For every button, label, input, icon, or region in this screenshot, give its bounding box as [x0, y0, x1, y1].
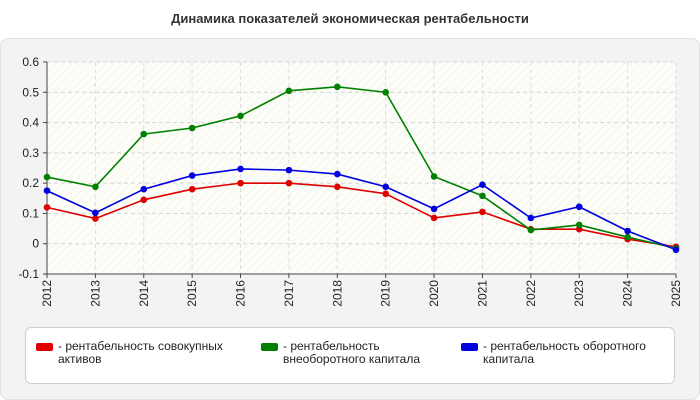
data-point — [527, 214, 535, 222]
data-point — [140, 185, 148, 193]
data-point — [237, 112, 244, 120]
x-tick-label: 2019 — [379, 280, 393, 307]
data-point — [188, 185, 196, 193]
data-point — [43, 187, 51, 195]
series-line — [46, 182, 677, 248]
x-tick-label: 2014 — [137, 280, 151, 307]
y-tick-label: 0.4 — [22, 116, 39, 130]
series-line — [46, 86, 677, 250]
x-tick-label: 2018 — [330, 280, 344, 307]
data-point — [624, 227, 631, 235]
y-tick-label: 0.5 — [22, 85, 39, 99]
data-point — [624, 233, 631, 241]
data-point — [575, 221, 583, 229]
y-tick-label: -0.1 — [18, 267, 39, 281]
legend: - рентабельность совокупных активов - ре… — [25, 327, 675, 384]
data-point — [672, 246, 680, 254]
data-point — [237, 165, 244, 173]
data-point — [285, 166, 293, 174]
data-point — [479, 208, 486, 216]
data-point — [382, 190, 389, 198]
data-point — [285, 87, 293, 95]
y-tick-label: 0.6 — [22, 55, 39, 69]
legend-swatch-green — [261, 343, 278, 351]
data-point — [479, 181, 486, 188]
data-point — [382, 183, 389, 191]
data-point — [430, 205, 438, 213]
x-tick-label: 2025 — [669, 280, 683, 307]
data-point — [527, 226, 535, 234]
x-tick-label: 2024 — [621, 280, 635, 307]
series-3 — [43, 165, 680, 254]
x-tick-label: 2012 — [40, 280, 54, 307]
data-point — [430, 173, 438, 180]
series-2 — [43, 83, 680, 252]
x-tick-label: 2022 — [524, 280, 538, 307]
axes — [43, 61, 677, 278]
legend-label: - рентабельность оборотного капитала — [483, 339, 646, 366]
data-point — [430, 214, 438, 222]
chart-title: Динамика показателей экономическая рента… — [171, 11, 529, 26]
data-point — [92, 215, 99, 222]
data-point — [334, 83, 341, 91]
data-point — [285, 179, 293, 187]
data-point — [92, 183, 99, 191]
data-point — [92, 209, 99, 217]
data-point — [479, 192, 486, 200]
x-tick-label: 2023 — [572, 280, 586, 307]
series-layer — [43, 83, 680, 254]
x-tick-label: 2021 — [475, 280, 489, 307]
data-point — [140, 196, 148, 204]
x-tick-label: 2013 — [88, 280, 102, 307]
data-point — [188, 124, 196, 132]
plot-hatch — [47, 62, 676, 274]
data-point — [334, 183, 341, 191]
data-point — [382, 88, 389, 96]
y-tick-label: 0 — [32, 237, 39, 251]
x-tick-label: 2020 — [427, 280, 441, 307]
legend-label: - рентабельность совокупных активов — [58, 339, 223, 366]
y-tick-label: 0.2 — [22, 176, 39, 190]
legend-item-noncurrent-capital: - рентабельность внеоборотного капитала — [261, 340, 453, 366]
data-point — [237, 179, 244, 187]
data-point — [140, 130, 148, 138]
data-point — [575, 203, 583, 211]
data-point — [43, 204, 51, 211]
x-tick-label: 2015 — [185, 280, 199, 307]
legend-item-total-assets: - рентабельность совокупных активов — [36, 340, 248, 366]
data-point — [188, 172, 196, 179]
data-point — [334, 170, 341, 178]
x-tick-label: 2016 — [234, 280, 248, 307]
legend-swatch-red — [36, 343, 53, 351]
legend-item-current-capital: - рентабельность оборотного капитала — [461, 340, 673, 366]
legend-swatch-blue — [461, 343, 478, 351]
legend-label: - рентабельность внеоборотного капитала — [283, 339, 420, 366]
plot-background — [47, 62, 676, 274]
y-tick-label: 0.3 — [22, 146, 39, 160]
series-line — [46, 168, 677, 251]
y-tick-label: 0.1 — [22, 206, 39, 220]
x-tick-label: 2017 — [282, 280, 296, 307]
data-point — [43, 173, 51, 181]
